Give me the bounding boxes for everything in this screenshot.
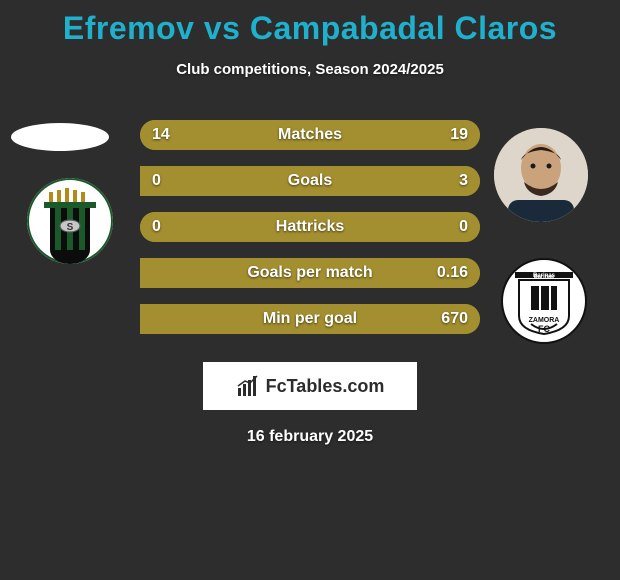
stat-row: 0 Hattricks 0: [140, 212, 480, 242]
stat-right-value: 19: [450, 126, 468, 144]
stat-row: Goals per match 0.16: [140, 258, 480, 288]
stat-right-value: 670: [441, 310, 468, 328]
stat-label: Min per goal: [263, 310, 357, 328]
comparison-panel: S Barinas Barinas ZAMORA FC 14 Matches 19 0: [0, 108, 620, 348]
club-badge-right-icon: Barinas Barinas ZAMORA FC: [509, 266, 579, 336]
stat-row: 0 Goals 3: [140, 166, 480, 196]
watermark[interactable]: FcTables.com: [203, 362, 417, 410]
left-player-photo: [11, 123, 109, 151]
svg-text:FC: FC: [538, 324, 550, 334]
stat-right-value: 0: [459, 218, 468, 236]
svg-text:ZAMORA: ZAMORA: [529, 317, 560, 324]
stat-row: 14 Matches 19: [140, 120, 480, 150]
stat-right-value: 3: [459, 172, 468, 190]
stat-label: Goals per match: [247, 264, 372, 282]
stat-left-value: 0: [152, 218, 161, 236]
stat-bars: 14 Matches 19 0 Goals 3 0 Hattricks 0 Goals per m…: [140, 120, 480, 350]
svg-text:S: S: [67, 222, 74, 233]
watermark-text: FcTables.com: [266, 376, 385, 397]
right-player-photo: [494, 128, 588, 222]
stat-label: Goals: [288, 172, 332, 190]
page-title: Efremov vs Campabadal Claros: [0, 0, 620, 47]
svg-text:Barinas: Barinas: [534, 274, 554, 280]
stat-left-value: 0: [152, 172, 161, 190]
stat-row: Min per goal 670: [140, 304, 480, 334]
club-badge-left-icon: S: [27, 178, 113, 264]
right-club-badge: Barinas Barinas ZAMORA FC: [501, 258, 587, 344]
date-label: 16 february 2025: [0, 428, 620, 446]
left-club-badge: S: [27, 178, 113, 264]
subtitle: Club competitions, Season 2024/2025: [0, 61, 620, 78]
stat-label: Hattricks: [276, 218, 344, 236]
stat-label: Matches: [278, 126, 342, 144]
stat-left-value: 14: [152, 126, 170, 144]
headshot-icon: [494, 128, 588, 222]
chart-icon: [236, 374, 260, 398]
stat-right-value: 0.16: [437, 264, 468, 282]
